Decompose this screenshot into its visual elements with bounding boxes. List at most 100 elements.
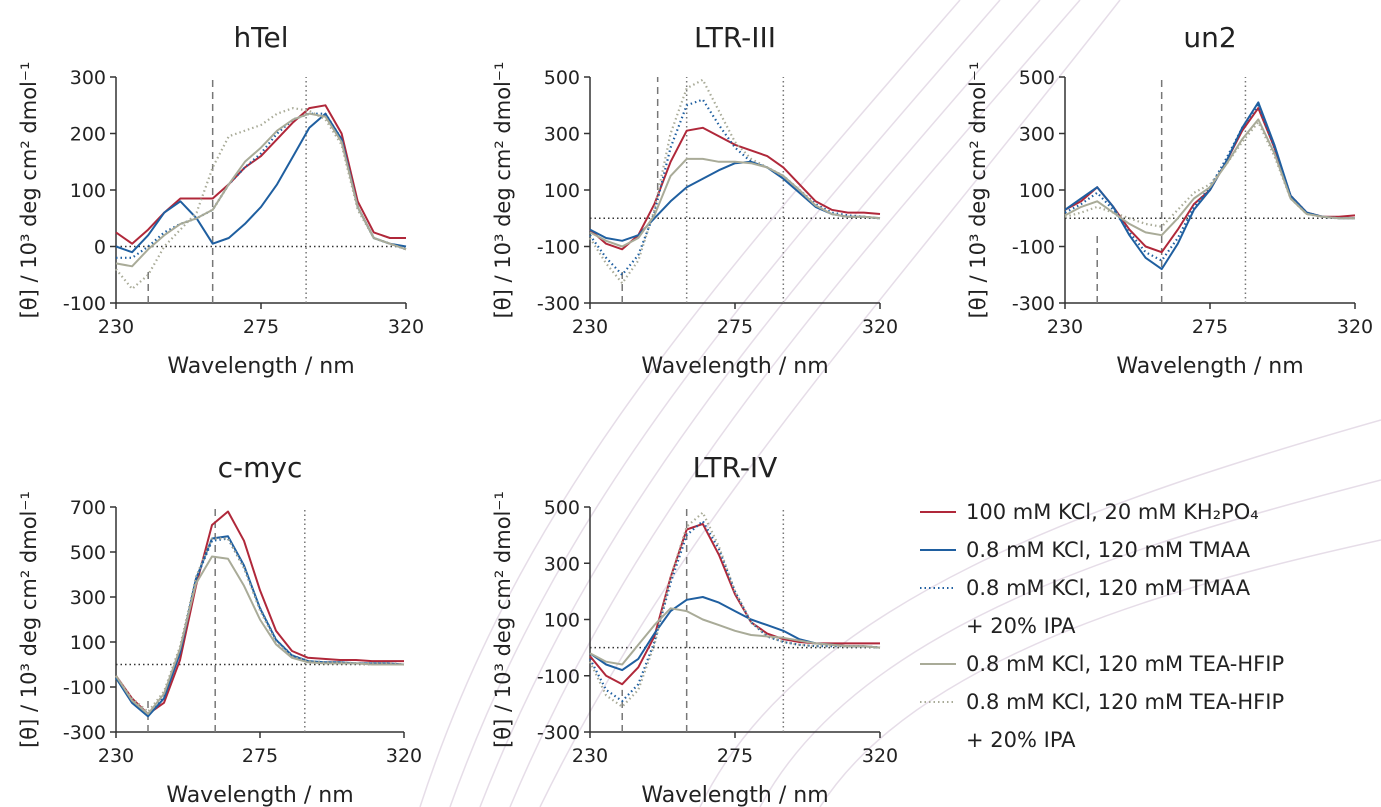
series-line	[115, 112, 407, 268]
x-axis-label: Wavelength / nm	[641, 783, 828, 807]
x-tick-label: 275	[717, 316, 753, 338]
y-tick-label: -100	[63, 293, 106, 315]
x-tick-label: 230	[572, 745, 608, 767]
x-tick-label: 320	[862, 316, 898, 338]
series-line	[589, 520, 881, 703]
legend-swatch	[920, 587, 956, 589]
y-axis-label: [θ] / 10³ deg cm² dmol⁻¹	[966, 62, 990, 319]
x-tick-label: 230	[98, 316, 134, 338]
series-line	[116, 112, 407, 259]
y-tick-label: -300	[537, 722, 580, 744]
x-tick-label: 320	[388, 316, 424, 338]
series-line	[589, 511, 881, 708]
y-tick-label: 700	[70, 497, 106, 519]
series-line	[115, 537, 405, 713]
y-tick-label: -300	[63, 722, 106, 744]
y-tick-label: 500	[1019, 67, 1055, 89]
panel: LTR-III Wavelength / nm [θ] / 10³ deg cm² …	[491, 21, 898, 379]
x-tick-label: 230	[572, 316, 608, 338]
panel: c-myc Wavelength / nm [θ] / 10³ deg cm² dm…	[17, 451, 422, 807]
series-line	[589, 160, 881, 242]
x-axis-label: Wavelength / nm	[641, 354, 828, 379]
panel: hTel Wavelength / nm [θ] / 10³ deg cm² dmo…	[17, 21, 424, 379]
y-tick-label: -100	[63, 677, 106, 699]
legend-label: 0.8 mM KCl, 120 mM TMAA + 20% IPA	[966, 576, 1251, 638]
series-line	[589, 596, 881, 672]
series-line	[589, 98, 881, 276]
legend-label: 100 mM KCl, 20 mM KH₂PO₄	[966, 500, 1259, 524]
chart-title: un2	[1183, 21, 1236, 54]
y-axis-label: [θ] / 10³ deg cm² dmol⁻¹	[17, 62, 41, 319]
y-tick-label: 500	[544, 67, 580, 89]
series-line	[115, 112, 407, 254]
x-tick-label: 320	[1337, 316, 1373, 338]
y-tick-label: 300	[70, 67, 106, 89]
y-tick-label: -100	[1012, 237, 1055, 259]
series-line	[589, 78, 881, 285]
legend-item: 0.8 mM KCl, 120 mM TMAA + 20% IPA	[920, 569, 1284, 645]
series-line	[115, 510, 404, 715]
chart-title: hTel	[233, 21, 288, 54]
series-line	[1064, 101, 1355, 271]
x-tick-label: 275	[242, 745, 278, 767]
y-tick-label: 500	[544, 497, 580, 519]
series-line	[1064, 107, 1356, 254]
series-line	[589, 126, 881, 251]
y-tick-label: 300	[70, 587, 106, 609]
legend-swatch	[920, 549, 956, 551]
y-tick-label: 300	[1019, 124, 1055, 146]
y-tick-label: 100	[70, 632, 106, 654]
y-tick-label: 300	[544, 553, 580, 575]
y-tick-label: -100	[537, 666, 580, 688]
chart-title: c-myc	[218, 451, 303, 484]
x-axis-label: Wavelength / nm	[166, 783, 353, 807]
y-tick-label: 300	[544, 124, 580, 146]
y-tick-label: -300	[1012, 293, 1055, 315]
legend-label: 0.8 mM KCl, 120 mM TMAA	[966, 538, 1251, 562]
series-line	[115, 555, 404, 715]
legend-item: 0.8 mM KCl, 120 mM TEA-HFIP	[920, 645, 1284, 683]
series-line	[589, 607, 881, 666]
legend-swatch	[920, 701, 956, 703]
y-tick-label: 100	[1019, 180, 1055, 202]
y-tick-label: 500	[70, 542, 106, 564]
x-axis-label: Wavelength / nm	[1116, 354, 1303, 379]
series-line	[115, 107, 407, 290]
x-tick-label: 320	[862, 745, 898, 767]
legend-label: 0.8 mM KCl, 120 mM TEA-HFIP + 20% IPA	[966, 690, 1285, 752]
legend-item: 0.8 mM KCl, 120 mM TEA-HFIP + 20% IPA	[920, 683, 1284, 759]
legend-item: 0.8 mM KCl, 120 mM TMAA	[920, 531, 1284, 569]
x-axis-label: Wavelength / nm	[167, 354, 354, 379]
series-line	[589, 522, 880, 686]
series-line	[115, 535, 405, 718]
panel: LTR-IV Wavelength / nm [θ] / 10³ deg cm² d…	[491, 451, 898, 807]
legend-swatch	[920, 663, 956, 665]
legend-label: 0.8 mM KCl, 120 mM TEA-HFIP	[966, 652, 1285, 676]
y-axis-label: [θ] / 10³ deg cm² dmol⁻¹	[17, 491, 41, 748]
background-decoration	[419, 0, 1381, 807]
x-tick-label: 230	[98, 745, 134, 767]
y-tick-label: 100	[70, 180, 106, 202]
legend-item: 100 mM KCl, 20 mM KH₂PO₄	[920, 493, 1284, 531]
x-tick-label: 275	[243, 316, 279, 338]
y-tick-label: 100	[544, 180, 580, 202]
chart-title: LTR-III	[694, 21, 776, 54]
series-line	[115, 537, 405, 716]
panel: un2 Wavelength / nm [θ] / 10³ deg cm² dmol…	[966, 21, 1373, 379]
y-axis-label: [θ] / 10³ deg cm² dmol⁻¹	[491, 62, 515, 319]
series-line	[1064, 121, 1355, 228]
series-line	[589, 157, 881, 248]
legend: 100 mM KCl, 20 mM KH₂PO₄ 0.8 mM KCl, 120 …	[920, 493, 1284, 759]
y-tick-label: 0	[94, 237, 106, 259]
y-tick-label: 200	[70, 124, 106, 146]
chart-title: LTR-IV	[693, 451, 778, 484]
x-tick-label: 320	[386, 745, 422, 767]
y-tick-label: -100	[537, 237, 580, 259]
y-axis-label: [θ] / 10³ deg cm² dmol⁻¹	[491, 491, 515, 748]
x-tick-label: 275	[1192, 316, 1228, 338]
x-tick-label: 230	[1047, 316, 1083, 338]
legend-swatch	[920, 511, 956, 513]
y-tick-label: -300	[537, 293, 580, 315]
